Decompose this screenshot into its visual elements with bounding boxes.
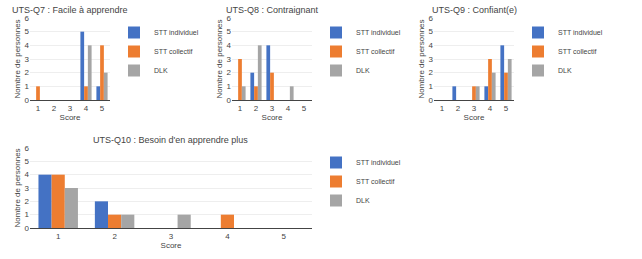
svg-text:0: 0 (25, 96, 30, 105)
svg-text:2: 2 (429, 68, 434, 77)
svg-text:1: 1 (227, 82, 232, 91)
svg-text:STT individuel: STT individuel (356, 159, 401, 166)
svg-text:0: 0 (25, 224, 30, 233)
svg-text:6: 6 (429, 14, 434, 23)
svg-text:STT collectif: STT collectif (154, 48, 192, 55)
svg-text:Nombre de personnes: Nombre de personnes (417, 19, 426, 98)
svg-text:1: 1 (25, 82, 30, 91)
svg-text:2: 2 (227, 68, 232, 77)
svg-text:5: 5 (25, 27, 30, 36)
svg-text:Score: Score (262, 113, 283, 122)
svg-text:5: 5 (302, 104, 307, 113)
svg-text:4: 4 (227, 41, 232, 50)
svg-text:2: 2 (25, 68, 30, 77)
svg-text:DLK: DLK (356, 67, 370, 74)
svg-text:1: 1 (429, 82, 434, 91)
svg-text:2: 2 (25, 197, 30, 206)
svg-text:1: 1 (238, 104, 243, 113)
svg-text:STT collectif: STT collectif (356, 178, 394, 185)
svg-text:DLK: DLK (356, 197, 370, 204)
svg-text:DLK: DLK (558, 67, 572, 74)
svg-text:4: 4 (25, 41, 30, 50)
svg-text:6: 6 (227, 14, 232, 23)
svg-text:3: 3 (472, 104, 477, 113)
svg-text:Score: Score (464, 113, 485, 122)
svg-text:STT individuel: STT individuel (356, 29, 401, 36)
svg-text:UTS-Q9 : Confiant(e): UTS-Q9 : Confiant(e) (432, 5, 517, 15)
svg-text:2: 2 (456, 104, 461, 113)
svg-text:5: 5 (100, 104, 105, 113)
svg-text:2: 2 (52, 104, 57, 113)
svg-text:3: 3 (270, 104, 275, 113)
svg-text:Nombre de personnes: Nombre de personnes (215, 19, 224, 98)
svg-text:2: 2 (254, 104, 259, 113)
svg-text:6: 6 (25, 144, 30, 153)
svg-text:1: 1 (56, 232, 61, 241)
svg-text:0: 0 (227, 96, 232, 105)
svg-text:5: 5 (227, 27, 232, 36)
svg-text:4: 4 (84, 104, 89, 113)
svg-text:4: 4 (225, 232, 230, 241)
svg-text:Score: Score (161, 241, 182, 250)
svg-text:5: 5 (504, 104, 509, 113)
svg-text:0: 0 (429, 96, 434, 105)
svg-text:1: 1 (440, 104, 445, 113)
svg-text:4: 4 (429, 41, 434, 50)
svg-text:4: 4 (488, 104, 493, 113)
svg-text:1: 1 (36, 104, 41, 113)
svg-text:UTS-Q10 : Besoin d'en apprendr: UTS-Q10 : Besoin d'en apprendre plus (93, 135, 248, 145)
svg-text:3: 3 (25, 55, 30, 64)
svg-text:STT individuel: STT individuel (558, 29, 603, 36)
svg-text:3: 3 (429, 55, 434, 64)
svg-text:STT individuel: STT individuel (154, 29, 199, 36)
svg-text:DLK: DLK (154, 67, 168, 74)
svg-text:UTS-Q7 : Facile à apprendre: UTS-Q7 : Facile à apprendre (12, 5, 128, 15)
svg-text:1: 1 (25, 210, 30, 219)
svg-text:Nombre de personnes: Nombre de personnes (13, 148, 22, 227)
svg-text:4: 4 (25, 170, 30, 179)
svg-text:UTS-Q8 : Contraignant: UTS-Q8 : Contraignant (226, 5, 319, 15)
svg-text:5: 5 (25, 157, 30, 166)
svg-text:5: 5 (429, 27, 434, 36)
svg-text:2: 2 (112, 232, 117, 241)
svg-text:Score: Score (60, 113, 81, 122)
svg-text:5: 5 (282, 232, 287, 241)
svg-text:3: 3 (68, 104, 73, 113)
svg-text:4: 4 (286, 104, 291, 113)
svg-text:6: 6 (25, 14, 30, 23)
svg-text:STT collectif: STT collectif (558, 48, 596, 55)
svg-text:STT collectif: STT collectif (356, 48, 394, 55)
svg-text:Nombre de personnes: Nombre de personnes (13, 19, 22, 98)
svg-text:3: 3 (169, 232, 174, 241)
svg-text:3: 3 (227, 55, 232, 64)
svg-text:3: 3 (25, 184, 30, 193)
